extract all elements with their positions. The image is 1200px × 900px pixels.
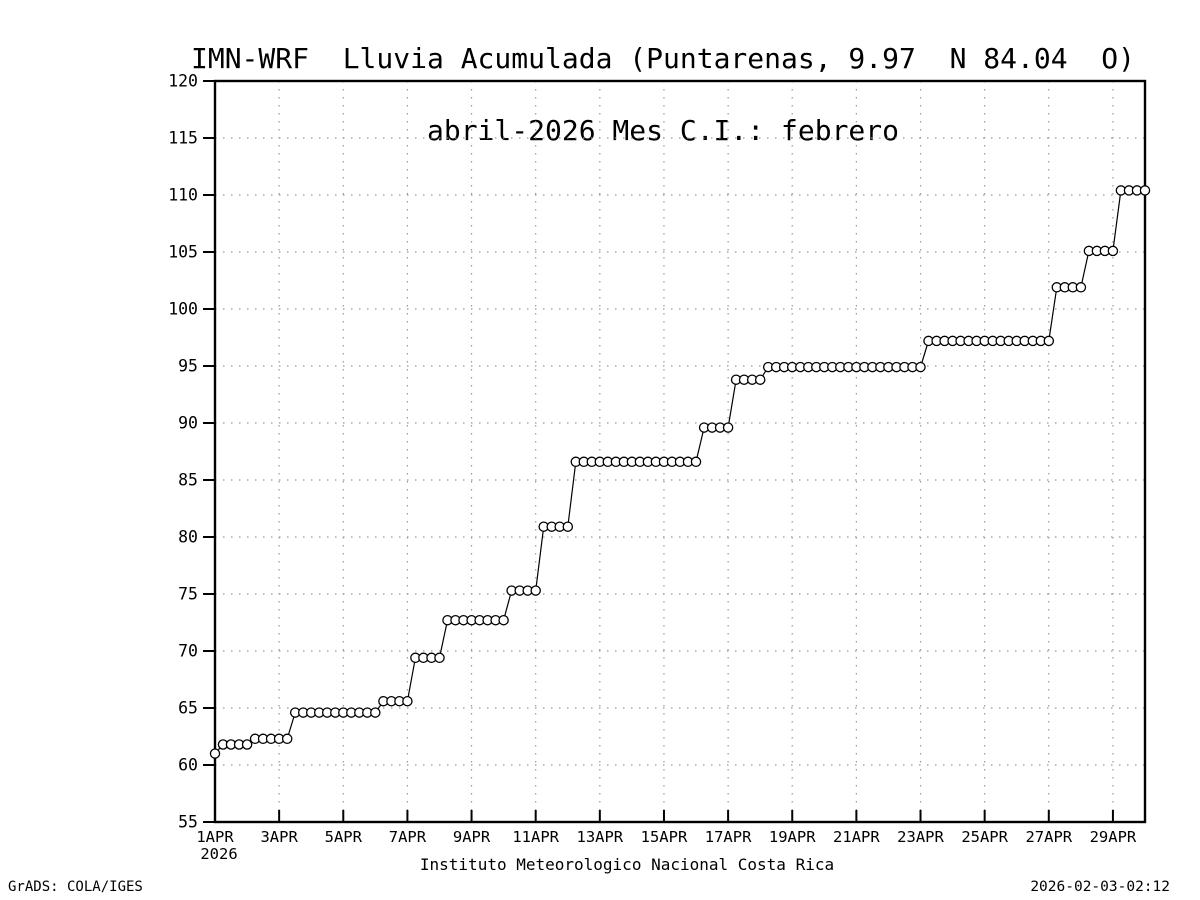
data-point-marker <box>530 585 541 596</box>
y-tick-label: 55 <box>178 813 198 832</box>
chart-title: IMN-WRF Lluvia Acumulada (Puntarenas, 9.… <box>190 42 1135 75</box>
x-tick-label: 21APR <box>833 828 880 846</box>
y-tick-label: 105 <box>168 243 198 262</box>
x-tick-label: 25APR <box>961 828 1008 846</box>
x-tick-label: 9APR <box>453 828 491 846</box>
data-point-marker <box>281 733 293 745</box>
y-tick-label: 70 <box>178 642 198 661</box>
data-point-marker <box>1107 245 1119 257</box>
data-point-marker <box>722 422 734 433</box>
x-tick-label: 19APR <box>769 828 816 846</box>
x-tick-label: 27APR <box>1025 828 1072 846</box>
x-tick-label: 29APR <box>1090 828 1137 846</box>
data-point-marker <box>690 456 702 468</box>
data-line <box>214 189 1145 754</box>
y-tick-label: 95 <box>178 357 198 376</box>
data-point-marker <box>498 614 509 626</box>
y-tick-label: 65 <box>178 699 198 718</box>
data-point-marker <box>241 739 253 750</box>
y-tick-label: 120 <box>168 72 198 91</box>
data-point-marker <box>1139 185 1151 196</box>
title-block: IMN-WRF Lluvia Acumulada (Puntarenas, 9.… <box>183 4 1143 185</box>
y-tick-label: 110 <box>168 186 198 205</box>
data-point-marker <box>915 361 926 373</box>
y-tick-label: 100 <box>168 300 198 319</box>
grads-credit-label: GrADS: COLA/IGES <box>8 879 143 895</box>
x-tick-label: 3APR <box>260 828 298 846</box>
x-tick-label: 11APR <box>512 828 559 846</box>
x-tick-label: 23APR <box>897 828 944 846</box>
x-tick-label: 7APR <box>389 828 427 846</box>
data-point-marker <box>402 695 413 707</box>
data-point-marker <box>434 652 445 664</box>
data-point-marker <box>1075 282 1087 293</box>
x-axis-caption: Instituto Meteorologico Nacional Costa R… <box>419 855 835 874</box>
plot-frame <box>213 79 1147 824</box>
data-point-marker <box>754 374 766 385</box>
y-tick-label: 115 <box>168 129 198 148</box>
x-axis-year-label: 2026 <box>200 845 237 863</box>
x-tick-label: 15APR <box>641 828 688 846</box>
x-tick-label: 17APR <box>705 828 752 846</box>
data-point-marker <box>562 521 574 532</box>
y-tick-label: 60 <box>178 756 198 775</box>
chart-subtitle: abril-2026 Mes C.I.: febrero <box>426 114 899 147</box>
y-tick-label: 80 <box>178 528 198 547</box>
y-tick-label: 85 <box>178 471 198 490</box>
x-tick-label: 13APR <box>576 828 623 846</box>
x-tick-label: 1APR <box>196 828 234 846</box>
data-point-marker <box>1043 335 1055 347</box>
data-point-marker <box>370 707 381 718</box>
y-tick-label: 75 <box>178 585 198 604</box>
data-point-marker <box>209 748 221 759</box>
y-tick-label: 90 <box>178 414 198 433</box>
render-timestamp-label: 2026-02-03-02:12 <box>1030 879 1170 895</box>
x-tick-label: 5APR <box>325 828 363 846</box>
